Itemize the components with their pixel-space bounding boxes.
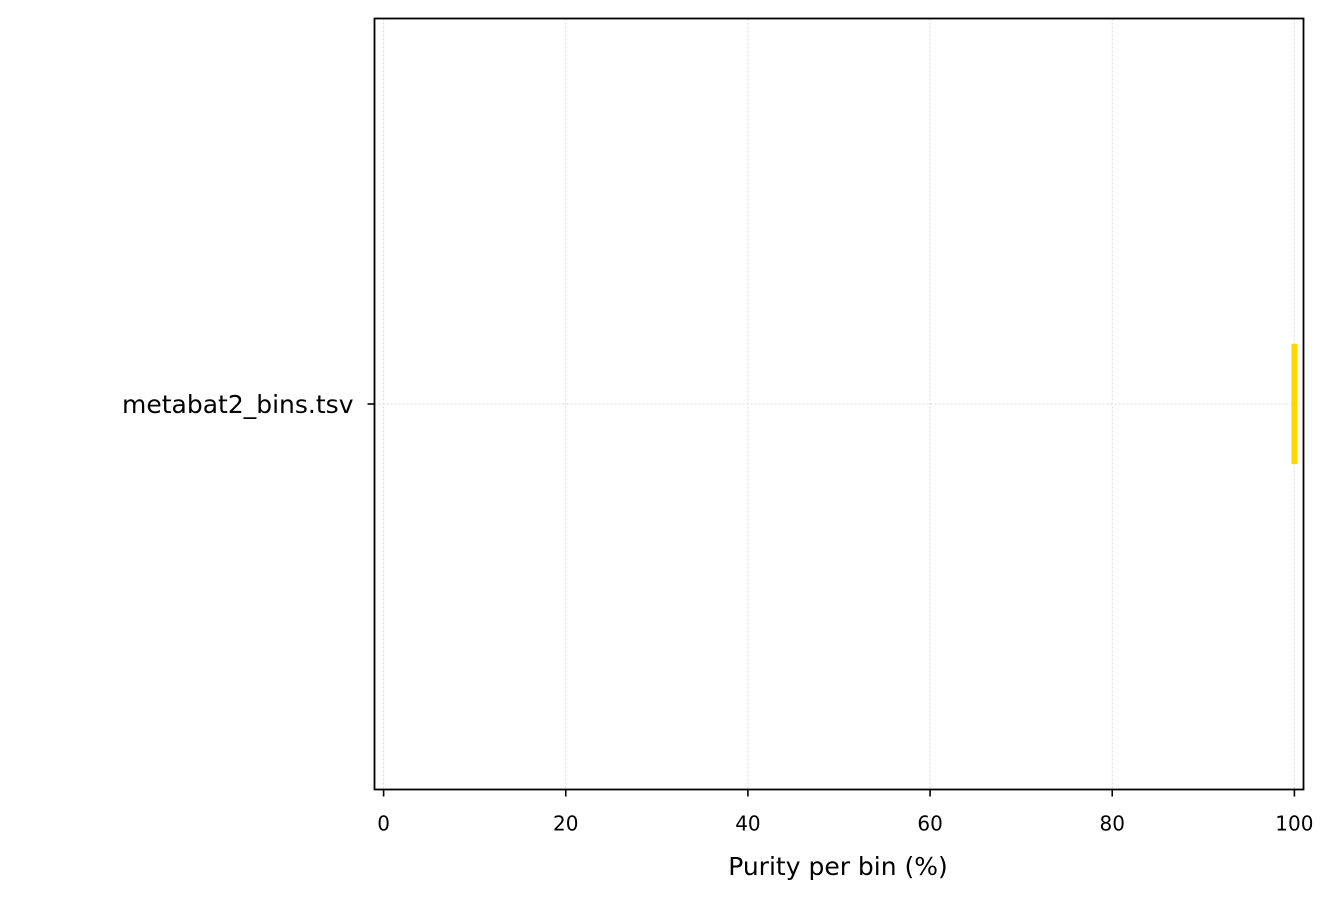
y-tick-label: metabat2_bins.tsv: [122, 390, 354, 419]
y-axis: metabat2_bins.tsv: [122, 390, 375, 419]
x-tick-label: 40: [735, 812, 760, 836]
grid: [374, 18, 1304, 790]
x-tick-label: 80: [1100, 812, 1125, 836]
x-axis-label: Purity per bin (%): [728, 852, 948, 881]
x-tick-label: 20: [553, 812, 578, 836]
plot-marks: [1291, 343, 1298, 465]
x-axis: 0 20 40 60 80 100: [377, 789, 1313, 836]
x-tick-label: 0: [377, 812, 390, 836]
x-tick-label: 60: [917, 812, 942, 836]
x-tick-label: 100: [1275, 812, 1313, 836]
